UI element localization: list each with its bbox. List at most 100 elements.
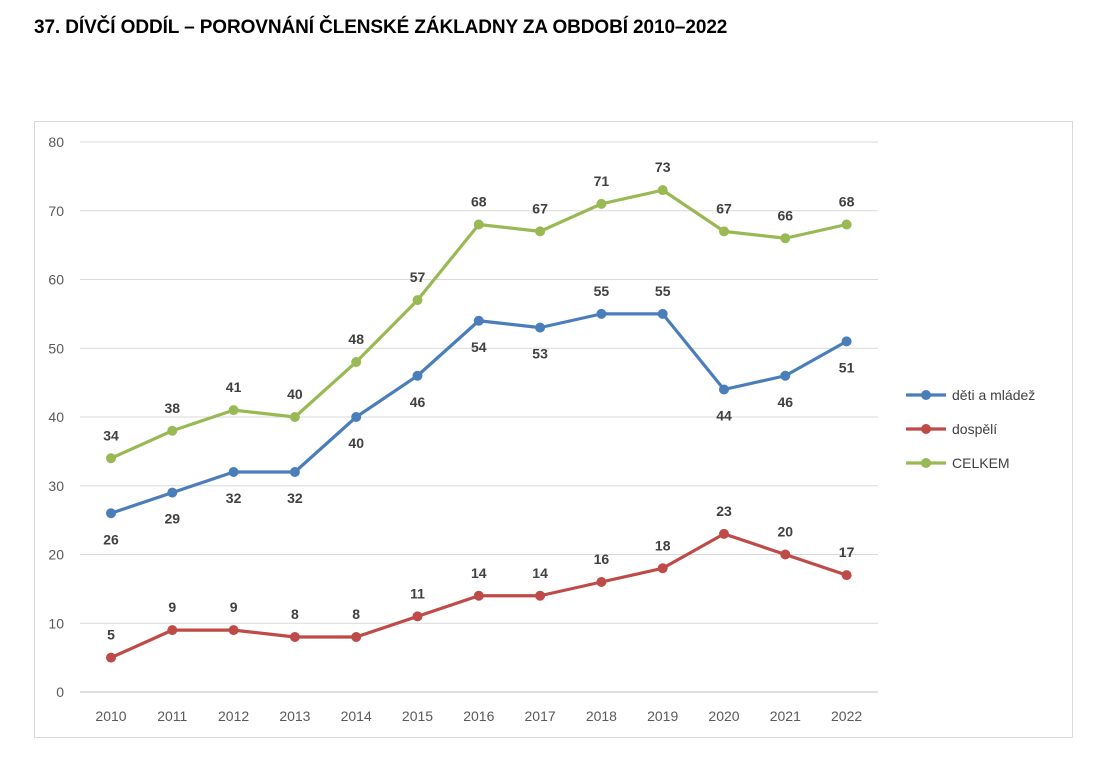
data-label: 32: [287, 490, 303, 506]
data-point: [106, 453, 116, 464]
data-label: 23: [716, 503, 732, 519]
data-label: 14: [532, 565, 548, 581]
data-point: [228, 625, 239, 636]
y-tick-label: 70: [48, 203, 64, 219]
data-point: [289, 467, 300, 477]
data-label: 46: [410, 394, 426, 410]
x-tick-label: 2020: [708, 708, 739, 724]
data-label: 66: [778, 207, 794, 223]
data-label: 40: [287, 386, 303, 402]
data-label: 48: [348, 331, 364, 347]
x-tick-label: 2012: [218, 708, 249, 724]
data-label: 55: [655, 283, 671, 299]
chart-series: [106, 185, 852, 663]
x-tick-label: 2018: [586, 708, 617, 724]
data-point: [106, 652, 116, 663]
legend-item: dospělí: [906, 421, 997, 437]
y-axis-ticks: 0 10 20 30 40 50 60 70 80: [48, 134, 64, 700]
data-point: [841, 336, 852, 347]
data-point: [473, 315, 484, 326]
data-point: [167, 487, 178, 498]
x-tick-label: 2014: [341, 708, 372, 724]
legend-label: CELKEM: [952, 455, 1010, 471]
data-label: 8: [352, 606, 360, 622]
y-tick-label: 10: [48, 615, 64, 631]
x-tick-label: 2010: [95, 708, 126, 724]
data-point: [841, 219, 852, 230]
data-label: 67: [716, 200, 732, 216]
data-point: [596, 308, 607, 319]
y-tick-label: 50: [48, 340, 64, 356]
data-point: [841, 570, 852, 581]
y-tick-label: 30: [48, 478, 64, 494]
data-point: [228, 405, 239, 416]
data-point: [473, 219, 484, 230]
x-tick-label: 2013: [279, 708, 310, 724]
data-label: 16: [594, 551, 610, 567]
chart-gridlines: [80, 141, 878, 693]
data-point: [106, 508, 116, 519]
legend-marker: [921, 458, 931, 468]
data-point: [412, 370, 423, 381]
data-point: [719, 528, 729, 539]
data-label: 11: [410, 585, 425, 601]
data-point: [412, 295, 423, 306]
data-label: 57: [410, 269, 426, 285]
data-label: 29: [165, 511, 181, 527]
data-point: [351, 412, 362, 422]
data-point: [351, 357, 362, 367]
x-tick-label: 2022: [831, 708, 862, 724]
data-point: [719, 226, 729, 237]
data-label: 55: [594, 283, 610, 299]
data-point: [167, 425, 178, 436]
data-label: 34: [103, 427, 119, 443]
data-label: 17: [839, 544, 855, 560]
data-point: [412, 611, 423, 622]
data-point: [780, 233, 791, 244]
x-tick-label: 2016: [463, 708, 494, 724]
data-point: [167, 625, 178, 636]
data-point: [657, 185, 668, 196]
data-label: 9: [230, 599, 238, 615]
data-label: 9: [168, 599, 176, 615]
x-tick-label: 2011: [157, 708, 187, 724]
data-label: 20: [778, 524, 794, 540]
data-label: 68: [839, 194, 855, 210]
y-tick-label: 20: [48, 547, 64, 563]
y-tick-label: 0: [56, 684, 64, 700]
data-point: [719, 384, 729, 395]
data-label: 5: [107, 627, 115, 643]
chart-data-labels: 26 29 32 32 40 46 54 53 55 55 44 46 51 5 9 9 8 8 11 14 14 16 1…: [103, 159, 854, 643]
data-label: 46: [778, 394, 794, 410]
data-label: 68: [471, 194, 487, 210]
data-label: 53: [532, 346, 548, 362]
data-label: 18: [655, 537, 671, 553]
x-axis-ticks: 2010 2011 2012 2013 2014 2015 2016 2017 2018 2019…: [95, 708, 862, 724]
legend-label: dospělí: [952, 421, 997, 437]
legend-marker: [921, 424, 931, 434]
data-label: 38: [165, 400, 181, 416]
x-tick-label: 2017: [525, 708, 556, 724]
y-tick-label: 80: [48, 134, 64, 150]
x-tick-label: 2015: [402, 708, 433, 724]
data-label: 44: [716, 408, 732, 424]
data-label: 8: [291, 606, 299, 622]
data-point: [657, 563, 668, 574]
page-title: 37. DÍVČÍ ODDÍL – POROVNÁNÍ ČLENSKÉ ZÁKL…: [34, 17, 728, 38]
x-tick-label: 2019: [647, 708, 678, 724]
data-point: [780, 370, 791, 381]
data-label: 67: [532, 200, 548, 216]
data-label: 14: [471, 565, 487, 581]
data-label: 51: [839, 359, 855, 375]
data-label: 71: [594, 173, 610, 189]
data-label: 26: [103, 531, 119, 547]
data-label: 41: [226, 379, 242, 395]
legend-item: děti a mládež: [906, 387, 1035, 403]
data-point: [228, 467, 239, 477]
legend-label: děti a mládež: [952, 387, 1035, 403]
chart-frame: [34, 121, 1073, 738]
data-label: 40: [348, 435, 364, 451]
chart-legend: děti a mládež dospělí CELKEM: [906, 387, 1035, 471]
data-point: [289, 412, 300, 422]
